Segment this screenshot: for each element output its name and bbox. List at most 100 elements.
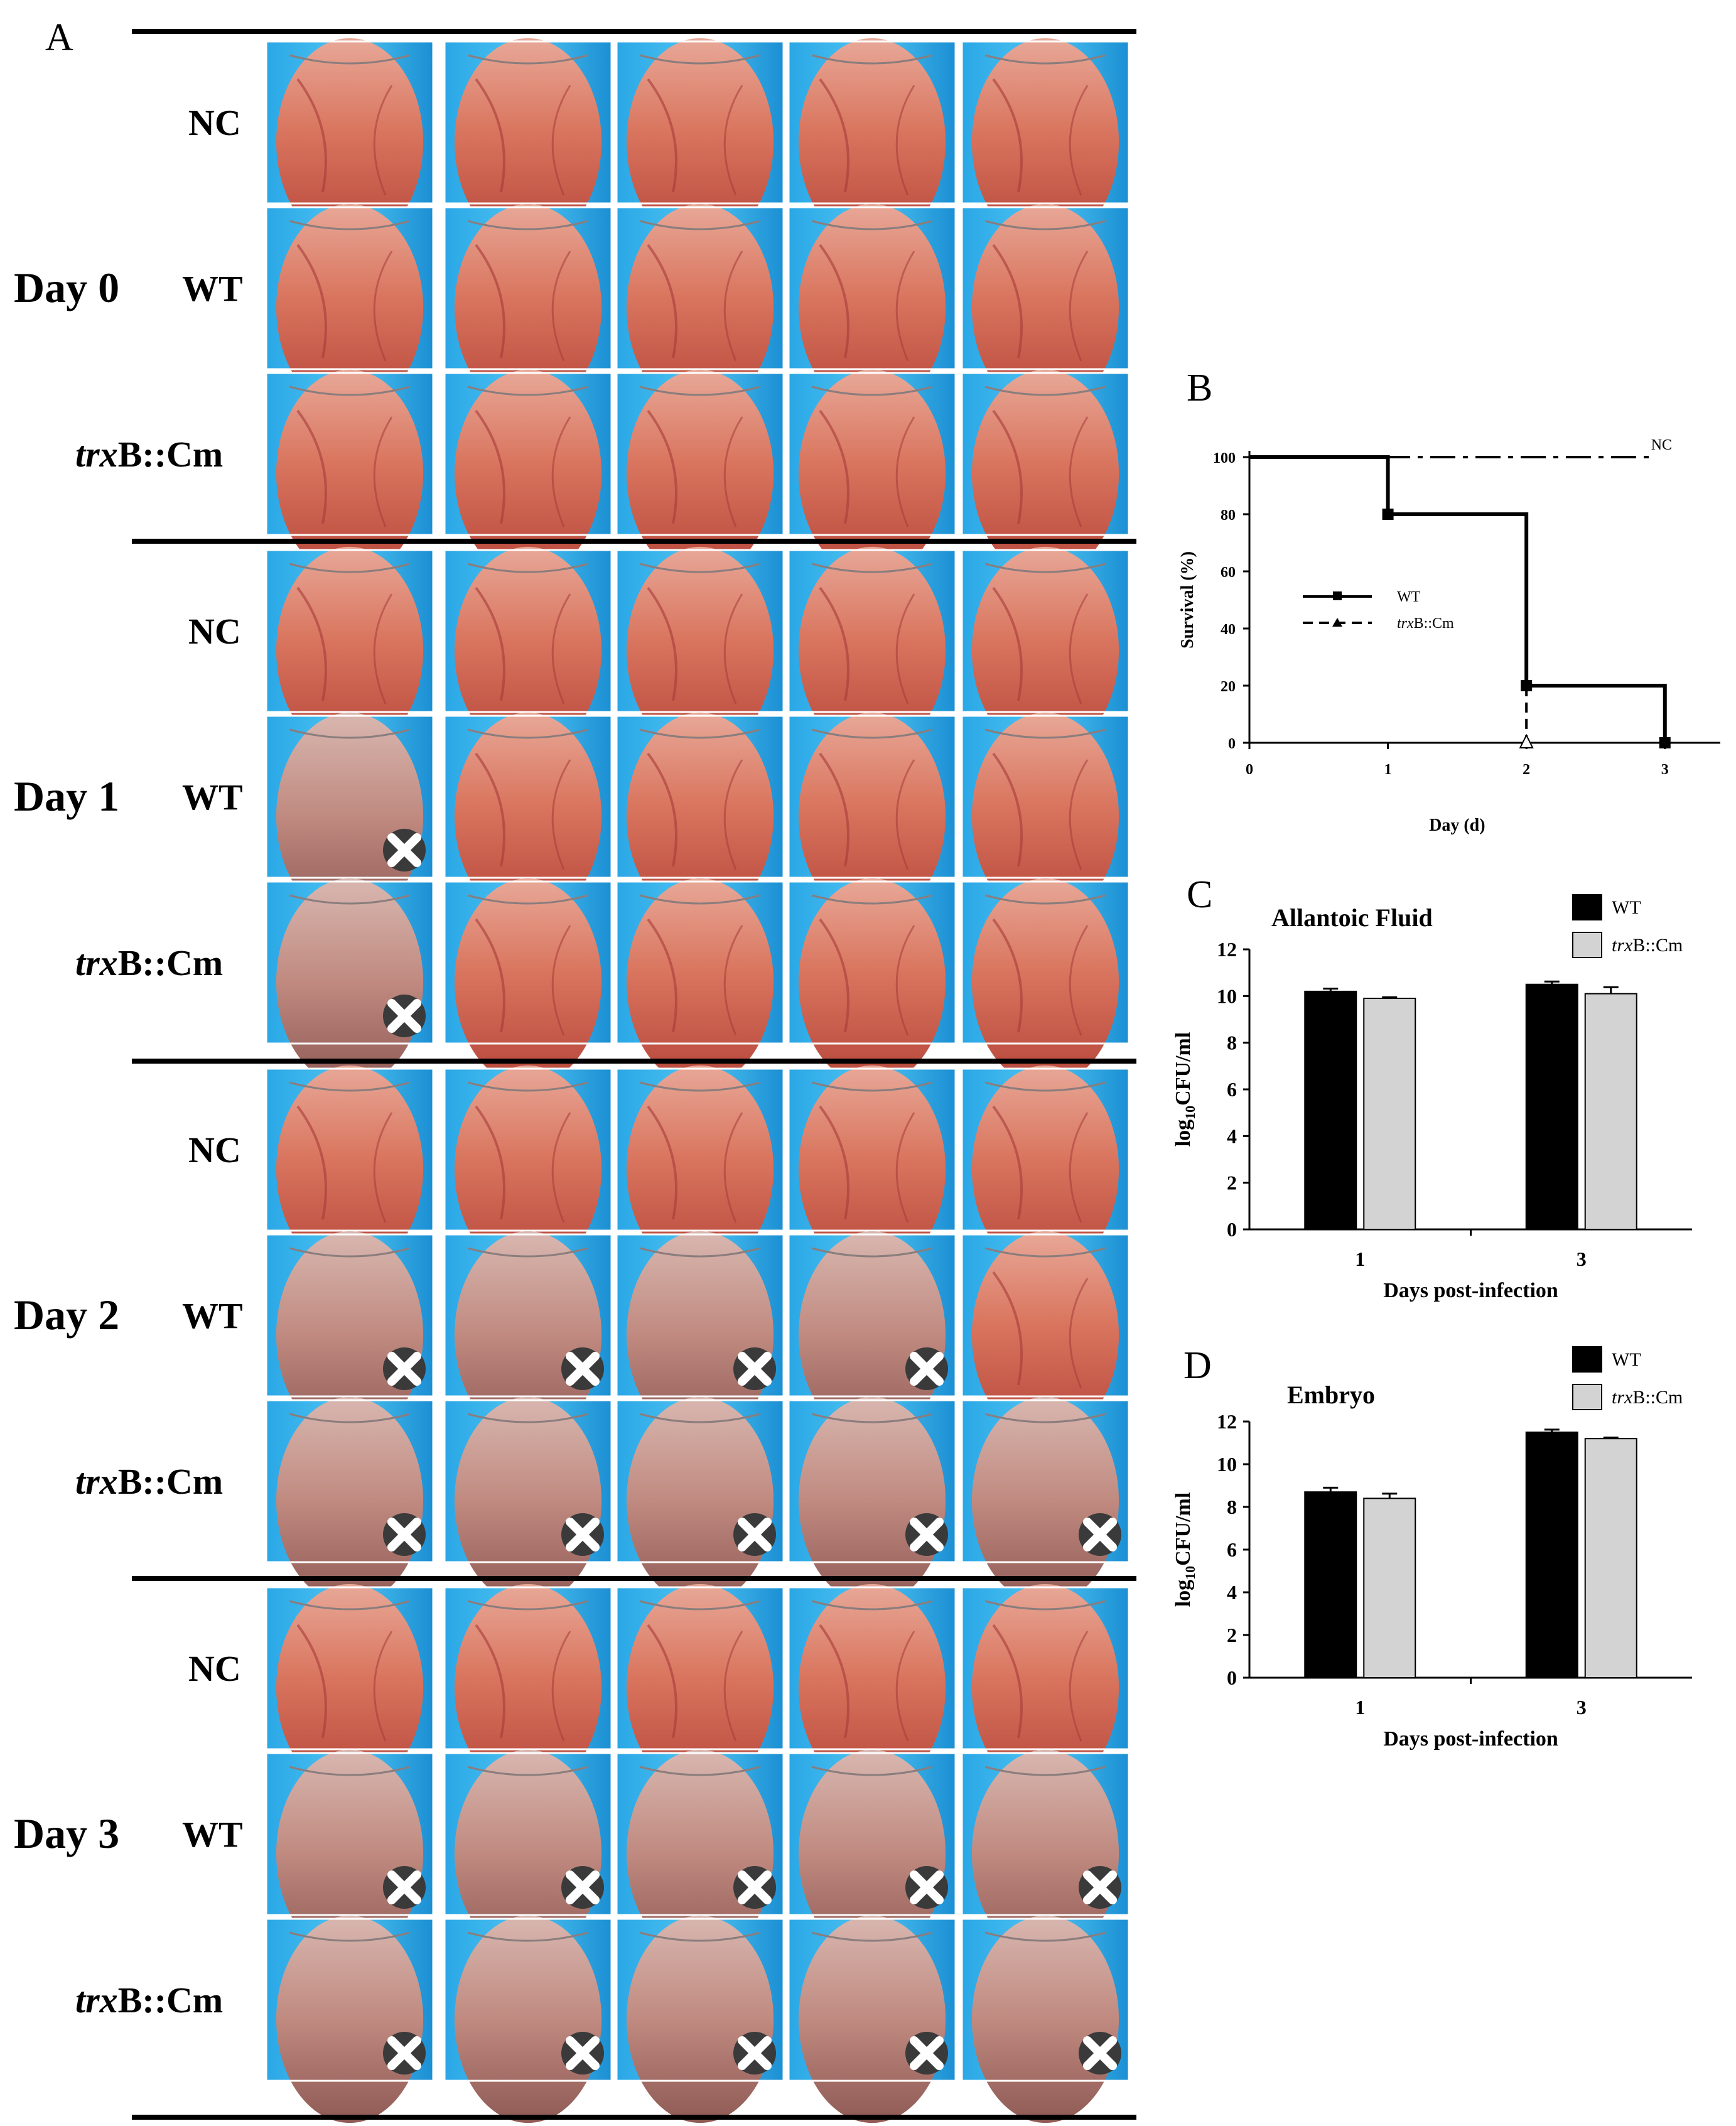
air-cell-edge [467,1413,589,1423]
photo-border [265,880,434,1045]
egg-shape [798,369,946,578]
blood-vessel [296,409,327,524]
egg-shape [626,203,774,412]
egg-shape [798,1396,946,1605]
egg-photo [615,1396,785,1605]
x-tick-label: 3 [1577,1248,1587,1270]
y-tick-label: 0 [1228,736,1236,752]
photo-border [787,40,957,205]
air-cell-edge [984,1931,1106,1942]
egg-shape [276,1231,424,1439]
y-tick-label: 12 [1217,938,1237,961]
photo-border [615,715,785,879]
photo-border [265,1233,434,1398]
blood-vessel [296,244,327,359]
egg-photo [961,1396,1130,1605]
air-cell-edge [984,1081,1106,1092]
blood-vessel [895,759,915,870]
egg-shape [971,1584,1119,1792]
panel-b-label: B [1187,367,1212,409]
blood-vessel [1069,1278,1089,1389]
blood-vessel [992,752,1023,867]
day-separator-rule [132,29,1136,34]
air-cell-edge [639,1600,761,1611]
egg-shape [626,1915,774,2123]
air-cell-edge [811,1081,933,1092]
egg-photo [443,1584,613,1792]
photo-border [615,206,785,370]
cross-stroke [910,1352,944,1386]
photo-border [443,1752,613,1916]
day-separator-lines [132,29,1136,2120]
wt-point-marker [1382,509,1394,520]
egg-photo [787,203,957,412]
air-cell-edge [289,728,411,739]
blood-vessel [895,251,915,362]
egg-shape [454,1915,602,2123]
dead-cross-icon [561,1866,604,1909]
blood-vessel [723,925,743,1036]
y-tick-label: 12 [1217,1410,1237,1433]
photo-border [787,1233,957,1398]
blood-vessel [723,416,743,527]
air-cell-edge [984,728,1106,739]
photo-border [961,1399,1130,1563]
blood-vessel [819,1105,849,1220]
x-axis-label: Days post-infection [1383,1727,1558,1751]
legend-label: trxB::Cm [1612,935,1683,956]
egg-shape [971,1915,1119,2123]
day-separator-rule [132,539,1136,544]
air-cell-edge [467,1247,589,1258]
egg-shape [971,1396,1119,1605]
bar-trxbcm-day3 [1584,1438,1637,1678]
group-label: trxB::Cm [75,1980,223,2021]
photo-border [265,1586,434,1751]
dead-cross-icon [383,1866,426,1909]
group-label: NC [188,1130,241,1170]
photo-border [443,1918,613,2082]
egg-shape [276,546,424,755]
legend-swatch [1572,932,1602,958]
egg-shape [626,878,774,1086]
blood-vessel [647,918,677,1033]
egg-shape [798,1584,946,1792]
legend-swatch [1572,894,1602,920]
photo-border [615,1067,785,1232]
blood-vessel [475,1105,505,1220]
egg-shape [454,546,602,755]
egg-shape [798,203,946,412]
air-cell-edge [639,54,761,65]
air-cell-edge [289,54,411,65]
egg-shape [276,1065,424,1273]
blood-vessel [1069,593,1089,704]
legend-label-wt: WT [1397,589,1421,605]
blood-vessel [647,244,677,359]
blood-vessel [992,1271,1023,1386]
egg-shape [971,546,1119,755]
blood-vessel [992,1624,1023,1739]
blood-vessel [551,251,571,362]
egg-shape [626,1065,774,1273]
air-cell-edge [984,220,1106,230]
egg-photo [615,878,785,1086]
air-cell-edge [639,728,761,739]
egg-photo [443,546,613,755]
egg-photo [961,369,1130,578]
photo-border [443,1399,613,1563]
egg-photo [961,1231,1130,1439]
blood-vessel [723,1631,743,1742]
photo-border [615,372,785,536]
photo-border [961,715,1130,879]
y-axis-label: log10CFU/ml [1172,1032,1198,1147]
photo-border [265,549,434,713]
egg-photo [443,1396,613,1605]
egg-shape [454,203,602,412]
dead-cross-icon [1079,1513,1121,1556]
blood-vessel [723,85,743,196]
photo-border [961,1067,1130,1232]
egg-photo [265,1915,434,2123]
blood-vessel [551,925,571,1036]
y-tick-label: 80 [1221,507,1236,524]
egg-shape [626,546,774,755]
air-cell-edge [467,54,589,65]
